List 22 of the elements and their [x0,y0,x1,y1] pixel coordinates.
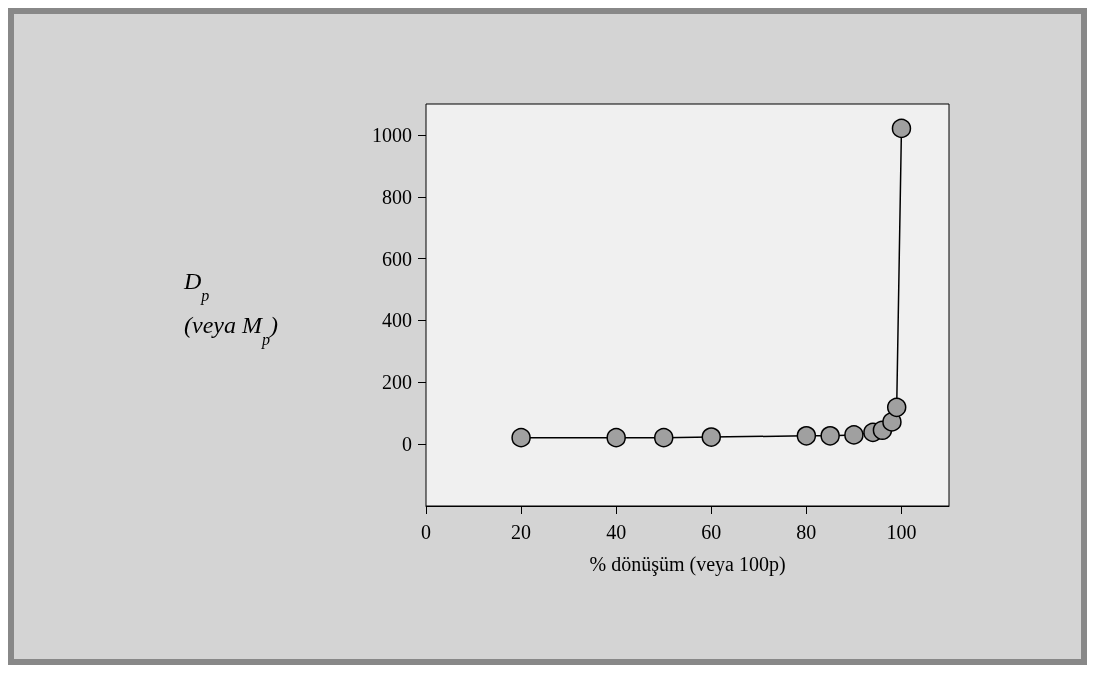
x-tick-label: 0 [421,521,431,543]
x-tick-label: 20 [511,521,532,543]
point [886,397,907,418]
y-tick-label: 1000 [372,123,412,146]
point [891,118,912,139]
y-tick-label: 400 [382,309,412,332]
y-tick-label: 0 [402,433,412,456]
point [654,427,674,448]
x-axis-title: % dönüşüm (veya 100p) [589,553,786,576]
x-tick-label: 40 [606,521,627,543]
point [606,427,626,448]
point [820,426,840,446]
y-tick-label: 600 [382,247,412,270]
point [701,427,722,447]
point [796,426,817,446]
x-tick-label: 100 [886,521,917,543]
x-tick-label: 60 [701,521,722,543]
point [511,427,531,448]
point [844,425,864,445]
x-tick-label: 80 [796,521,817,543]
y-tick-label: 800 [382,185,412,208]
y-tick-label: 200 [382,371,412,394]
